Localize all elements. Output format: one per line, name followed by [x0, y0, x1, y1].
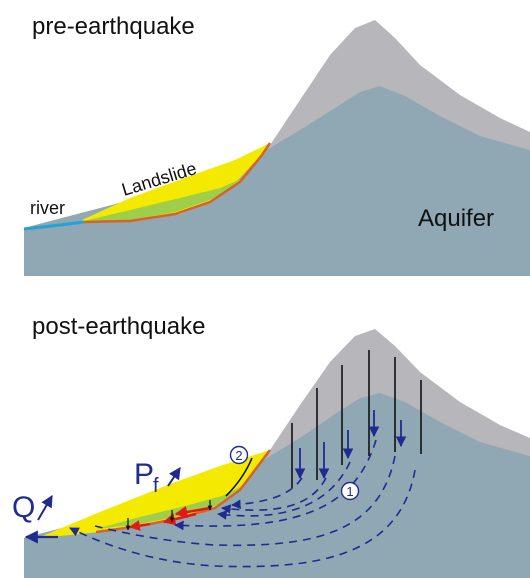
discharge-increase-icon: [37, 494, 53, 521]
pre-earthquake-title: pre-earthquake: [32, 13, 195, 40]
fracture-lines: [291, 350, 422, 488]
pore-pressure-arrow-2: [174, 505, 211, 519]
svg-text:1: 1: [346, 484, 353, 499]
marker-2: 2: [229, 445, 249, 465]
pore-pressure-increase-icon: [167, 467, 181, 487]
marker-1: 1: [340, 481, 360, 501]
post-landslide-body: [40, 450, 270, 538]
post-earthquake-title: post-earthquake: [32, 313, 205, 340]
svg-text:2: 2: [235, 448, 242, 463]
landslide-head-crack: [225, 457, 253, 497]
pre-landslide-green-zone: [84, 176, 248, 221]
river-label: river: [30, 198, 65, 218]
pre-aquifer-body: [24, 86, 530, 276]
discharge-label: Q: [12, 491, 35, 524]
infiltration-arrows: [294, 410, 407, 480]
pre-earthquake-panel: pre-earthquake river Landslide Aquifer: [23, 13, 530, 276]
pore-pressure-label: P: [134, 458, 154, 491]
pre-river: [23, 220, 85, 231]
base-pressure-ticks: [125, 500, 213, 531]
pre-slip-surface: [83, 142, 272, 224]
groundwater-flow-paths: [69, 439, 416, 568]
aquifer-label: Aquifer: [418, 205, 494, 232]
post-earthquake-panel: post-earthquake: [12, 313, 530, 578]
pre-landslide-body: [82, 143, 270, 222]
pore-pressure-subscript: f: [153, 475, 159, 497]
pore-pressure-arrow-3: [128, 520, 151, 531]
